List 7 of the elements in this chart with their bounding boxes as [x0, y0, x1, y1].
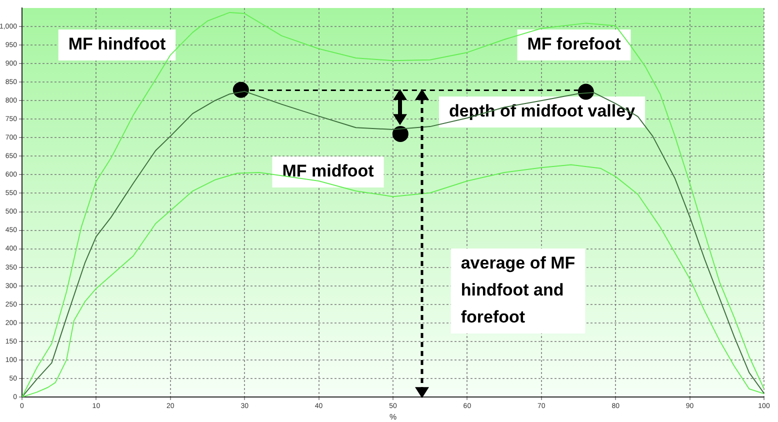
point	[392, 126, 408, 142]
annotation: MF forefoot	[527, 34, 622, 54]
annotation: MF hindfoot	[68, 34, 166, 54]
annotation: average of MF hindfoot and forefoot	[460, 254, 576, 327]
x-axis-title: %	[389, 412, 397, 422]
annotation: depth of midfoot valley	[448, 102, 636, 121]
annotation: MF midfoot	[282, 162, 374, 181]
